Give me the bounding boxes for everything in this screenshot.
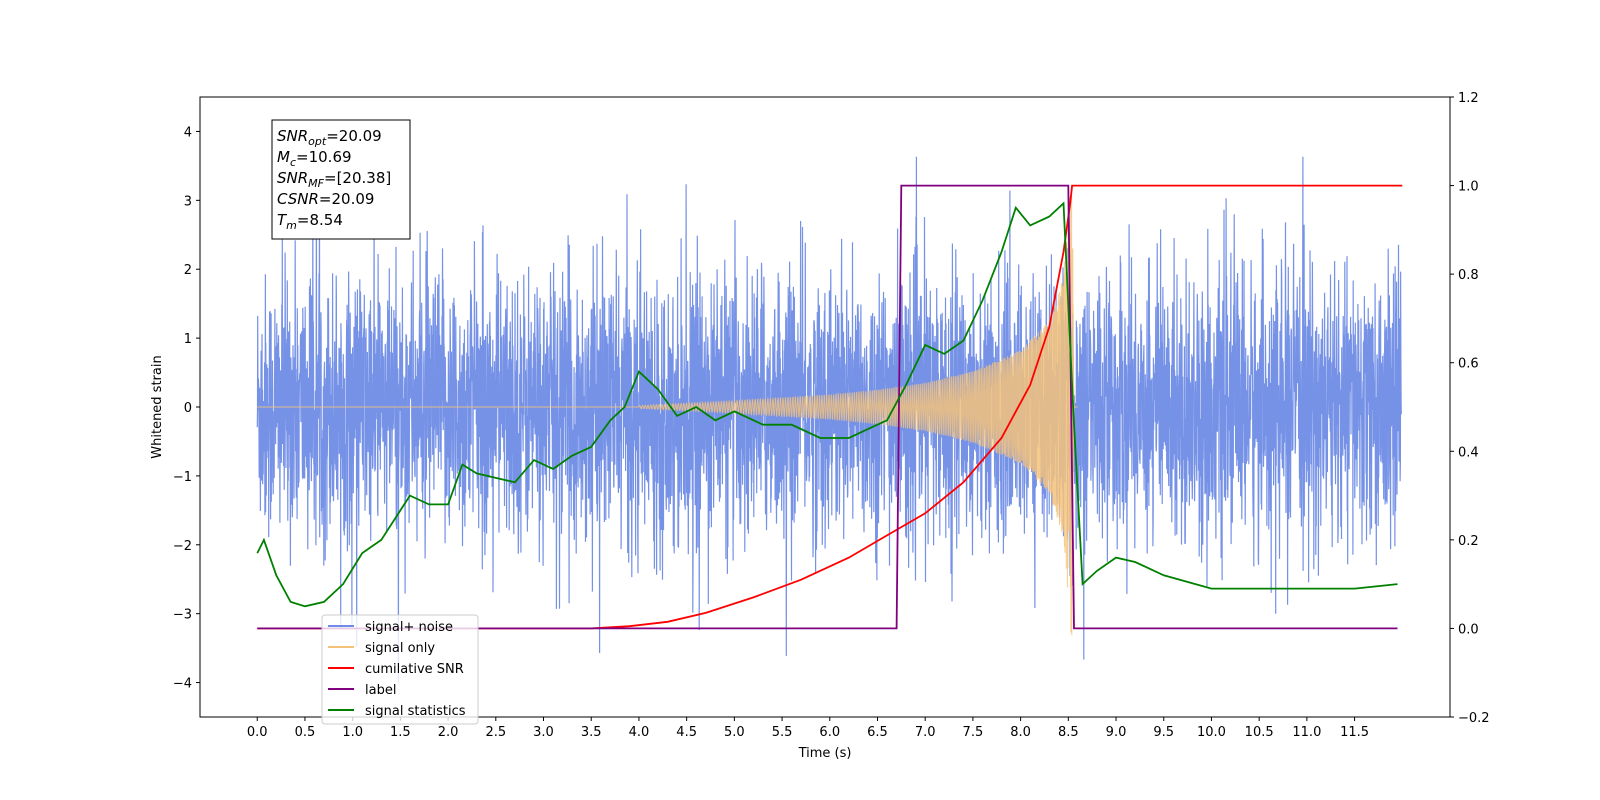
y-axis-label: Whitened strain	[150, 355, 165, 458]
x-tick-label: 1.5	[390, 725, 411, 740]
right-y-tick-label: 1.2	[1458, 91, 1479, 106]
right-y-tick-label: 0.0	[1458, 622, 1479, 637]
x-tick-label: 10.0	[1197, 725, 1226, 740]
x-tick-label: 11.5	[1340, 725, 1369, 740]
series-signal-statistics	[256, 201, 1398, 608]
x-tick-label: 6.0	[819, 725, 840, 740]
annotation-line: Tm=8.54	[277, 211, 343, 232]
x-axis-ticks: 0.0 0.5 1.0 1.5 2.0 2.5 3.0 3.5 4.0 4.5 5.0 5.5 6.0 6…	[247, 717, 1369, 740]
x-tick-label: 2.0	[438, 725, 459, 740]
left-y-tick-label: 3	[184, 194, 192, 209]
x-tick-label: 4.5	[676, 725, 697, 740]
left-y-tick-label: −1	[173, 470, 192, 485]
right-y-tick-label: −0.2	[1458, 711, 1490, 726]
left-y-tick-label: 2	[184, 263, 192, 278]
left-y-tick-label: −2	[173, 539, 192, 554]
annotation-frame	[271, 119, 411, 240]
right-y-tick-label: 0.4	[1458, 445, 1479, 460]
x-tick-label: 4.0	[629, 725, 650, 740]
legend-label: signal statistics	[365, 704, 466, 719]
x-tick-label: 5.0	[724, 725, 745, 740]
annotation-line: SNRopt=20.09	[277, 127, 382, 148]
x-tick-label: 10.5	[1245, 725, 1274, 740]
legend-label: label	[365, 683, 396, 698]
x-tick-label: 1.0	[342, 725, 363, 740]
left-y-tick-label: 1	[184, 332, 192, 347]
legend-label: cumilative SNR	[365, 662, 464, 677]
x-tick-label: 8.0	[1010, 725, 1031, 740]
x-tick-label: 7.5	[963, 725, 984, 740]
legend-frame	[321, 614, 479, 725]
x-tick-label: 7.0	[915, 725, 936, 740]
series-signal-only	[257, 187, 1078, 636]
x-tick-label: 9.5	[1153, 725, 1174, 740]
x-tick-label: 0.5	[295, 725, 316, 740]
x-tick-label: 5.5	[772, 725, 793, 740]
annotation-box: SNRopt=20.09Mc=10.69SNRMF=[20.38]CSNR=20…	[271, 119, 411, 240]
annotation-line: SNRMF=[20.38]	[277, 169, 391, 190]
x-tick-label: 2.5	[485, 725, 506, 740]
x-tick-label: 0.0	[247, 725, 268, 740]
annotation-line: CSNR=20.09	[277, 190, 374, 208]
left-y-tick-label: −4	[173, 677, 192, 692]
x-tick-label: 8.5	[1058, 725, 1079, 740]
x-tick-label: 9.0	[1106, 725, 1127, 740]
x-tick-label: 3.5	[581, 725, 602, 740]
left-y-tick-label: −3	[173, 608, 192, 623]
left-y-tick-label: 0	[184, 401, 192, 416]
right-y-axis-ticks: −0.2 0.0 0.2 0.4 0.6 0.8 1.0 1.2	[1450, 91, 1490, 726]
right-y-tick-label: 0.2	[1458, 534, 1479, 549]
legend: signal+ noise signal only cumilative SNR la…	[321, 614, 479, 725]
x-tick-label: 3.0	[533, 725, 554, 740]
legend-label: signal only	[365, 641, 435, 656]
legend-label: signal+ noise	[365, 620, 453, 635]
series-signal-noise	[256, 156, 1402, 683]
right-y-tick-label: 0.8	[1458, 268, 1479, 283]
annotation-line: Mc=10.69	[277, 148, 352, 169]
left-y-axis-ticks: −4 −3 −2 −1 0 1 2 3 4	[173, 125, 200, 692]
left-y-tick-label: 4	[184, 125, 192, 140]
x-tick-label: 11.0	[1292, 725, 1321, 740]
x-axis-label: Time (s)	[798, 746, 852, 761]
series-label	[257, 184, 1398, 630]
x-tick-label: 6.5	[867, 725, 888, 740]
right-y-tick-label: 0.6	[1458, 357, 1479, 372]
right-y-tick-label: 1.0	[1458, 180, 1479, 195]
